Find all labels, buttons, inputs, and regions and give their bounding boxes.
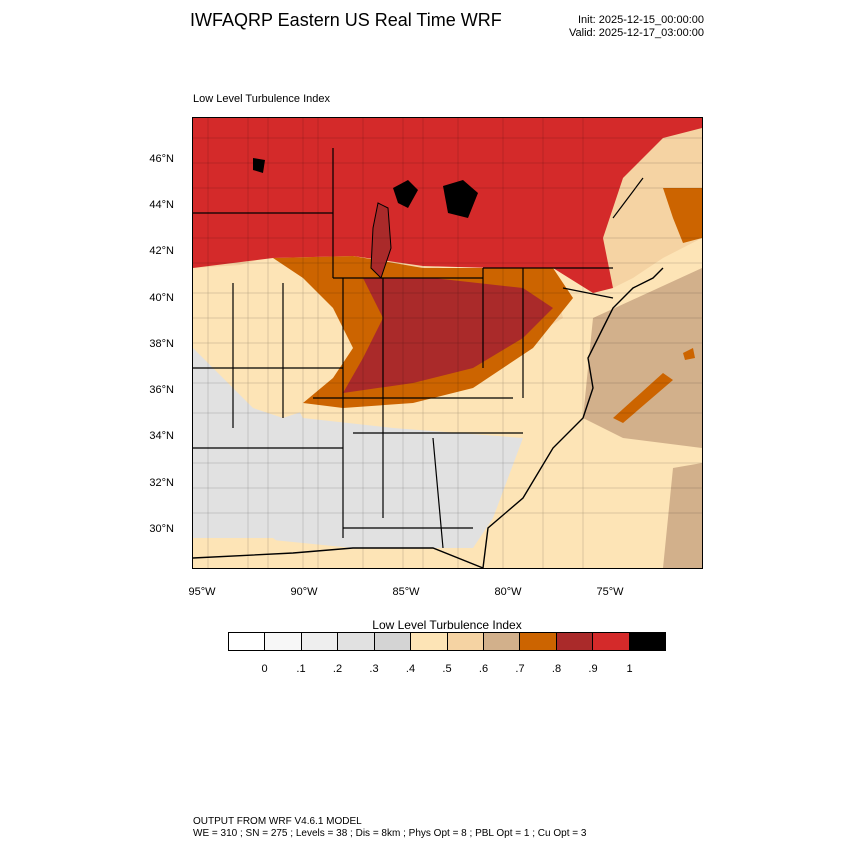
colorbar-tick-label: .5 (442, 663, 452, 675)
colorbar-tick-label: .8 (551, 663, 562, 675)
colorbar-swatch (593, 633, 630, 650)
county-grid (193, 118, 702, 568)
colorbar-swatch (338, 633, 375, 650)
offshore-tan-region (583, 268, 702, 448)
new-england-orange (663, 188, 702, 243)
lat-label-38n: 38°N (149, 338, 174, 350)
lon-label-95w: 95°W (188, 586, 216, 598)
model-info-line1: OUTPUT FROM WRF V4.6.1 MODEL (193, 816, 362, 827)
lat-label-44n: 44°N (149, 199, 174, 211)
colorbar-swatch (411, 633, 448, 650)
lon-label-85w: 85°W (392, 586, 420, 598)
model-info-line2: WE = 310 ; SN = 275 ; Levels = 38 ; Dis … (193, 828, 587, 839)
colorbar-title: Low Level Turbulence Index (372, 618, 522, 632)
colorbar-swatch (447, 633, 484, 650)
lat-label-32n: 32°N (149, 477, 174, 489)
map-canvas (193, 118, 702, 568)
lon-label-90w: 90°W (290, 586, 318, 598)
lat-label-42n: 42°N (149, 245, 174, 257)
colorbar-swatch (520, 633, 557, 650)
gulf-coastline (193, 547, 484, 568)
offshore-orange-streak (613, 373, 673, 423)
lon-label-80w: 80°W (494, 586, 522, 598)
colorbar-tick-label: .3 (369, 663, 379, 675)
offshore-tan-region-south (663, 463, 702, 568)
ohio-valley-core (343, 278, 553, 393)
lat-label-36n: 36°N (149, 384, 174, 396)
valid-time: Valid: 2025-12-17_03:00:00 (569, 27, 704, 39)
colorbar-swatch (374, 633, 412, 650)
offshore-orange-dot (683, 348, 695, 360)
turbulence-map (192, 117, 703, 569)
colorbar-tick-label: .6 (478, 663, 489, 675)
panel-title: Low Level Turbulence Index (193, 93, 330, 105)
colorbar-swatch (556, 633, 594, 650)
new-england-tan (603, 128, 702, 288)
gulf-tan (193, 538, 313, 568)
colorbar-swatch (265, 633, 302, 650)
colorbar-swatch (629, 633, 666, 650)
lake-huron-black (443, 180, 478, 218)
colorbar-tick-label: .4 (405, 663, 416, 675)
lat-label-30n: 30°N (149, 523, 174, 535)
atlantic-coastline (482, 267, 664, 568)
colorbar-swatch (483, 633, 521, 650)
lat-label-46n: 46°N (149, 153, 174, 165)
colorbar-tick-label: .1 (296, 663, 306, 675)
lat-label-34n: 34°N (149, 430, 174, 442)
colorbar-tick-label: .9 (588, 663, 598, 675)
colorbar-swatch (229, 633, 266, 650)
main-title: IWFAQRP Eastern US Real Time WRF (190, 10, 502, 30)
colorbar (228, 632, 666, 651)
init-time: Init: 2025-12-15_00:00:00 (578, 14, 704, 26)
north-black-patch (253, 158, 265, 173)
colorbar-tick-label: .7 (515, 663, 525, 675)
lat-label-40n: 40°N (149, 292, 174, 304)
colorbar-tick-label: 1 (626, 663, 633, 675)
colorbar-tick-label: 0 (261, 663, 268, 675)
lake-superior-black (393, 180, 418, 208)
state-borders (193, 148, 644, 549)
colorbar-tick-label: .2 (332, 663, 343, 675)
colorbar-swatch (301, 633, 339, 650)
lon-label-75w: 75°W (596, 586, 624, 598)
